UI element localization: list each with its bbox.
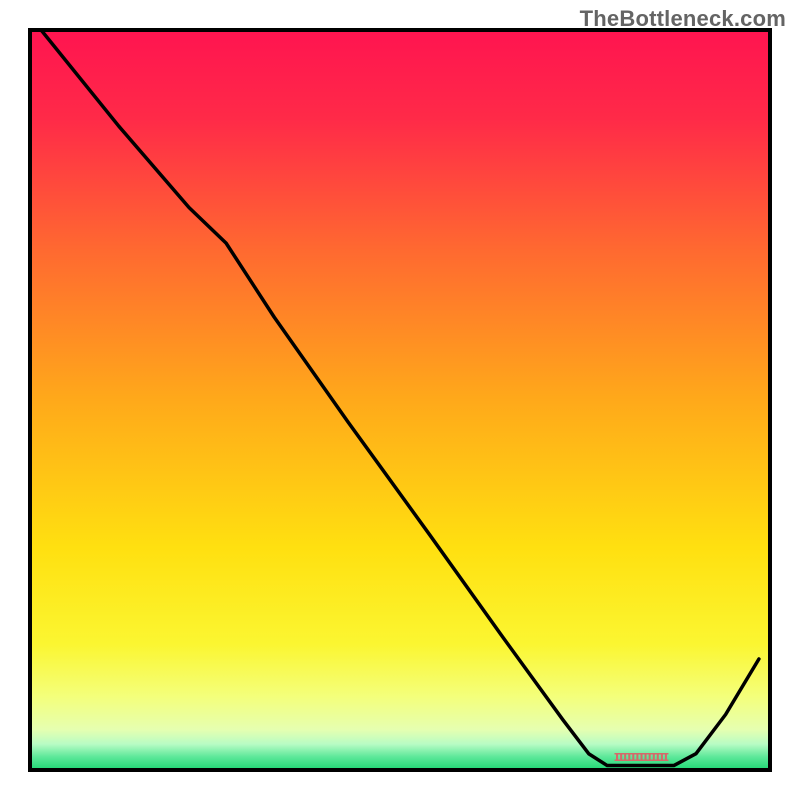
attribution-watermark: TheBottleneck.com (580, 6, 786, 32)
chart-svg: ɪɪɪɪɪɪɪɪɪɪɪɪɪ (0, 0, 800, 800)
plot-background (30, 30, 770, 770)
bottleneck-chart: ɪɪɪɪɪɪɪɪɪɪɪɪɪ TheBottleneck.com (0, 0, 800, 800)
flat-segment-marker: ɪɪɪɪɪɪɪɪɪɪɪɪɪ (614, 748, 669, 765)
